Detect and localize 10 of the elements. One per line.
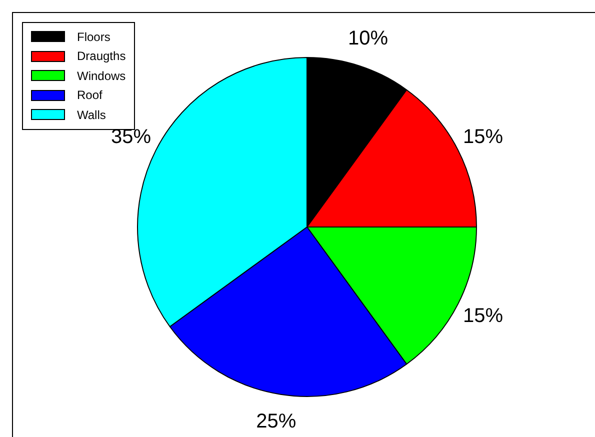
legend-label: Roof	[77, 88, 102, 102]
data-label: 15%	[462, 126, 504, 148]
legend-label: Draugths	[77, 49, 126, 64]
legend-label: Walls	[77, 108, 106, 122]
data-label: 25%	[256, 410, 296, 433]
data-label: 15%	[462, 305, 504, 328]
data-label: 35%	[111, 126, 152, 148]
legend-label: Windows	[77, 68, 126, 83]
data-label: 10%	[348, 28, 388, 50]
legend-label: Floors	[77, 30, 110, 44]
